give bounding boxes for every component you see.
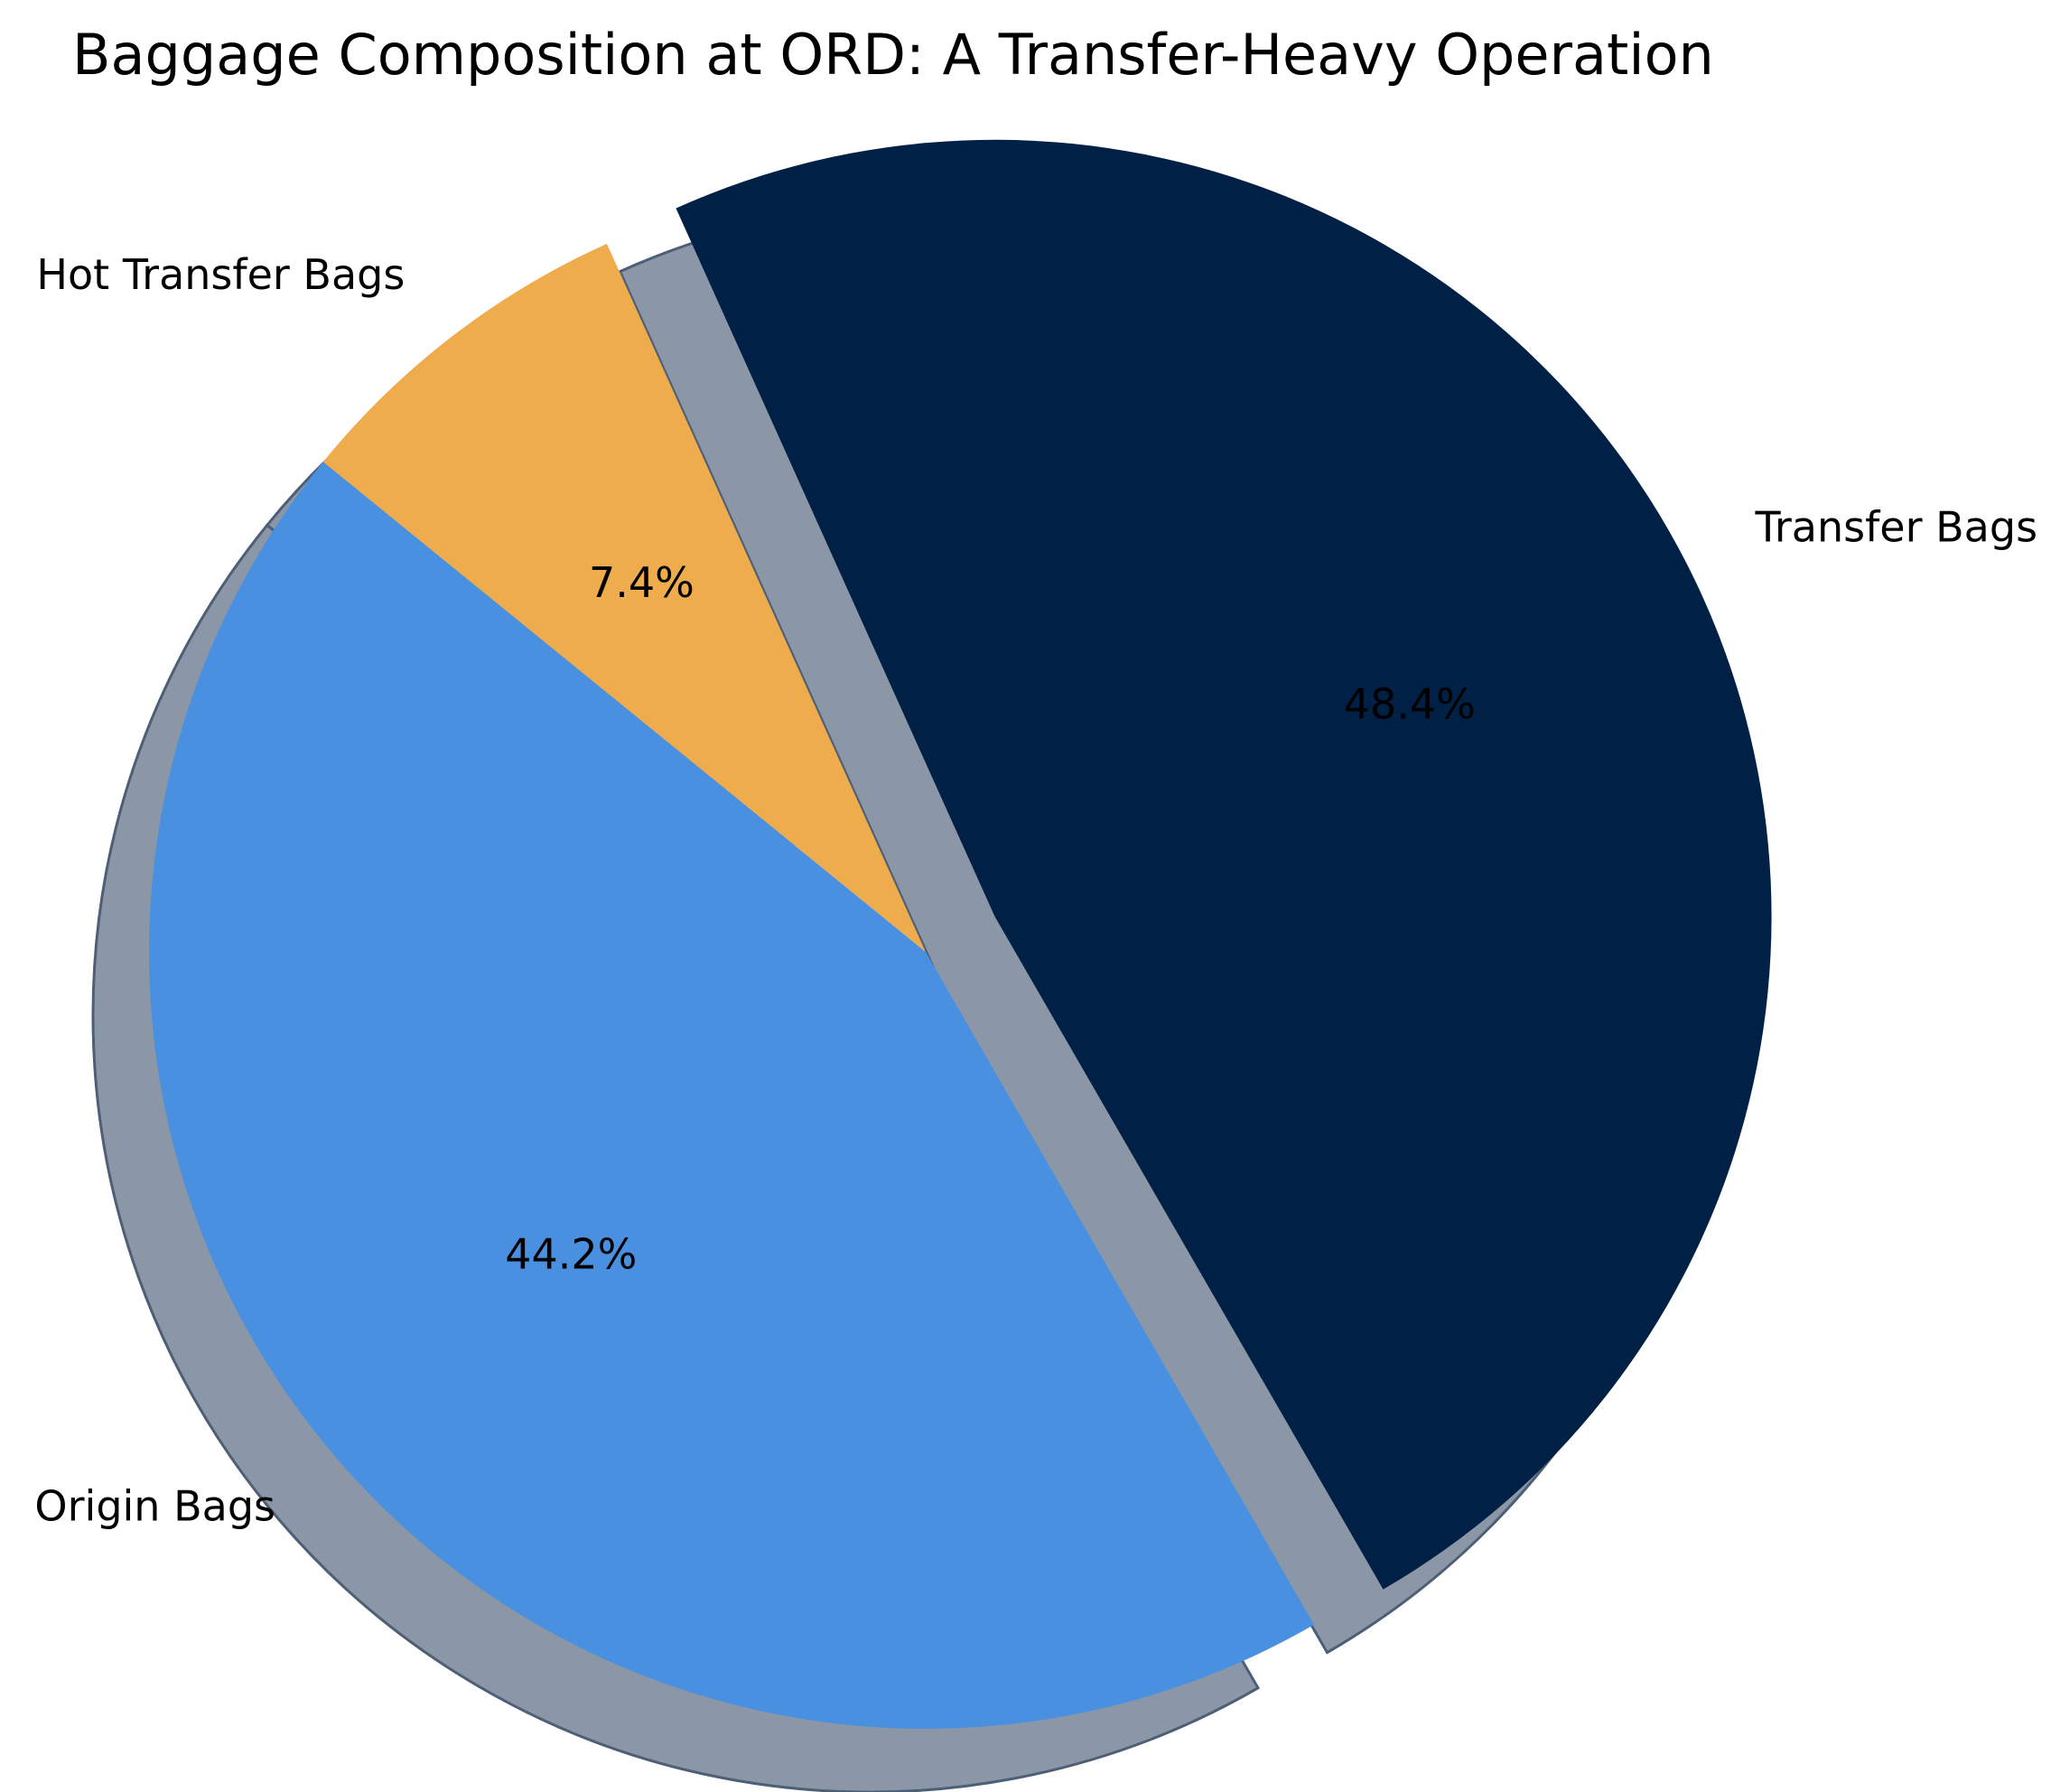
chart-title: Baggage Composition at ORD: A Transfer-H… <box>72 22 1714 88</box>
pct-label-origin-bags: 44.2% <box>505 1230 637 1279</box>
pie-label-layer: 48.4% Transfer Bags 7.4% Hot Transfer Bags 4… <box>34 250 2037 1531</box>
pie-slice-origin-bags <box>148 462 1314 1730</box>
pct-label-hot-transfer-bags: 7.4% <box>589 558 695 607</box>
pct-label-transfer-bags: 48.4% <box>1344 680 1476 729</box>
pie-slice-hot-transfer-bags <box>322 243 927 952</box>
slice-label-hot-transfer-bags: Hot Transfer Bags <box>36 250 405 299</box>
slice-label-origin-bags: Origin Bags <box>34 1482 275 1531</box>
pie-slice-transfer-bags <box>676 139 1772 1590</box>
pie-slice-layer <box>148 139 1772 1730</box>
slice-label-transfer-bags: Transfer Bags <box>1755 503 2038 552</box>
